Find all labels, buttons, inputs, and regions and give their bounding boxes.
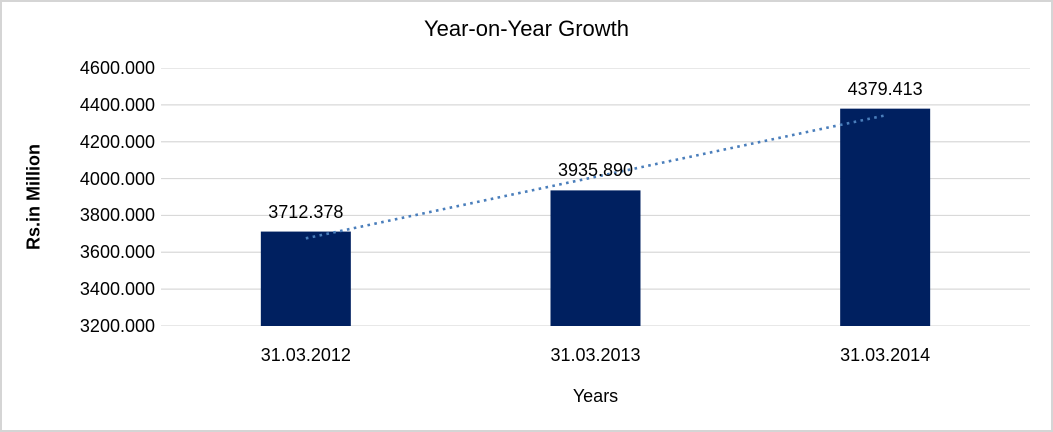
y-tick-label: 4000.000 <box>79 168 155 189</box>
bar-31.03.2013 <box>550 190 641 326</box>
y-tick-label: 4400.000 <box>79 94 155 115</box>
y-tick-label: 3200.000 <box>79 316 155 336</box>
bar-value-label: 3712.378 <box>268 201 344 222</box>
trendline <box>305 114 886 240</box>
x-category-label: 31.03.2013 <box>550 345 641 365</box>
plot-area <box>161 68 1030 326</box>
bar-value-label: 4379.413 <box>847 78 923 99</box>
x-axis-title: Years <box>572 386 619 406</box>
x-category-label: 31.03.2012 <box>260 345 351 365</box>
x-category-label: 31.03.2014 <box>840 345 931 365</box>
bar-31.03.2014 <box>840 108 931 326</box>
y-tick-label: 3400.000 <box>79 279 155 300</box>
bar-value-label: 3935.890 <box>557 160 634 181</box>
y-tick-label: 3600.000 <box>79 242 155 263</box>
chart-title: Year-on-Year Growth <box>423 16 630 41</box>
y-tick-label: 4600.000 <box>79 58 155 78</box>
bar-31.03.2012 <box>260 231 351 326</box>
y-tick-label: 3800.000 <box>79 205 155 226</box>
y-tick-label: 4200.000 <box>79 131 155 152</box>
